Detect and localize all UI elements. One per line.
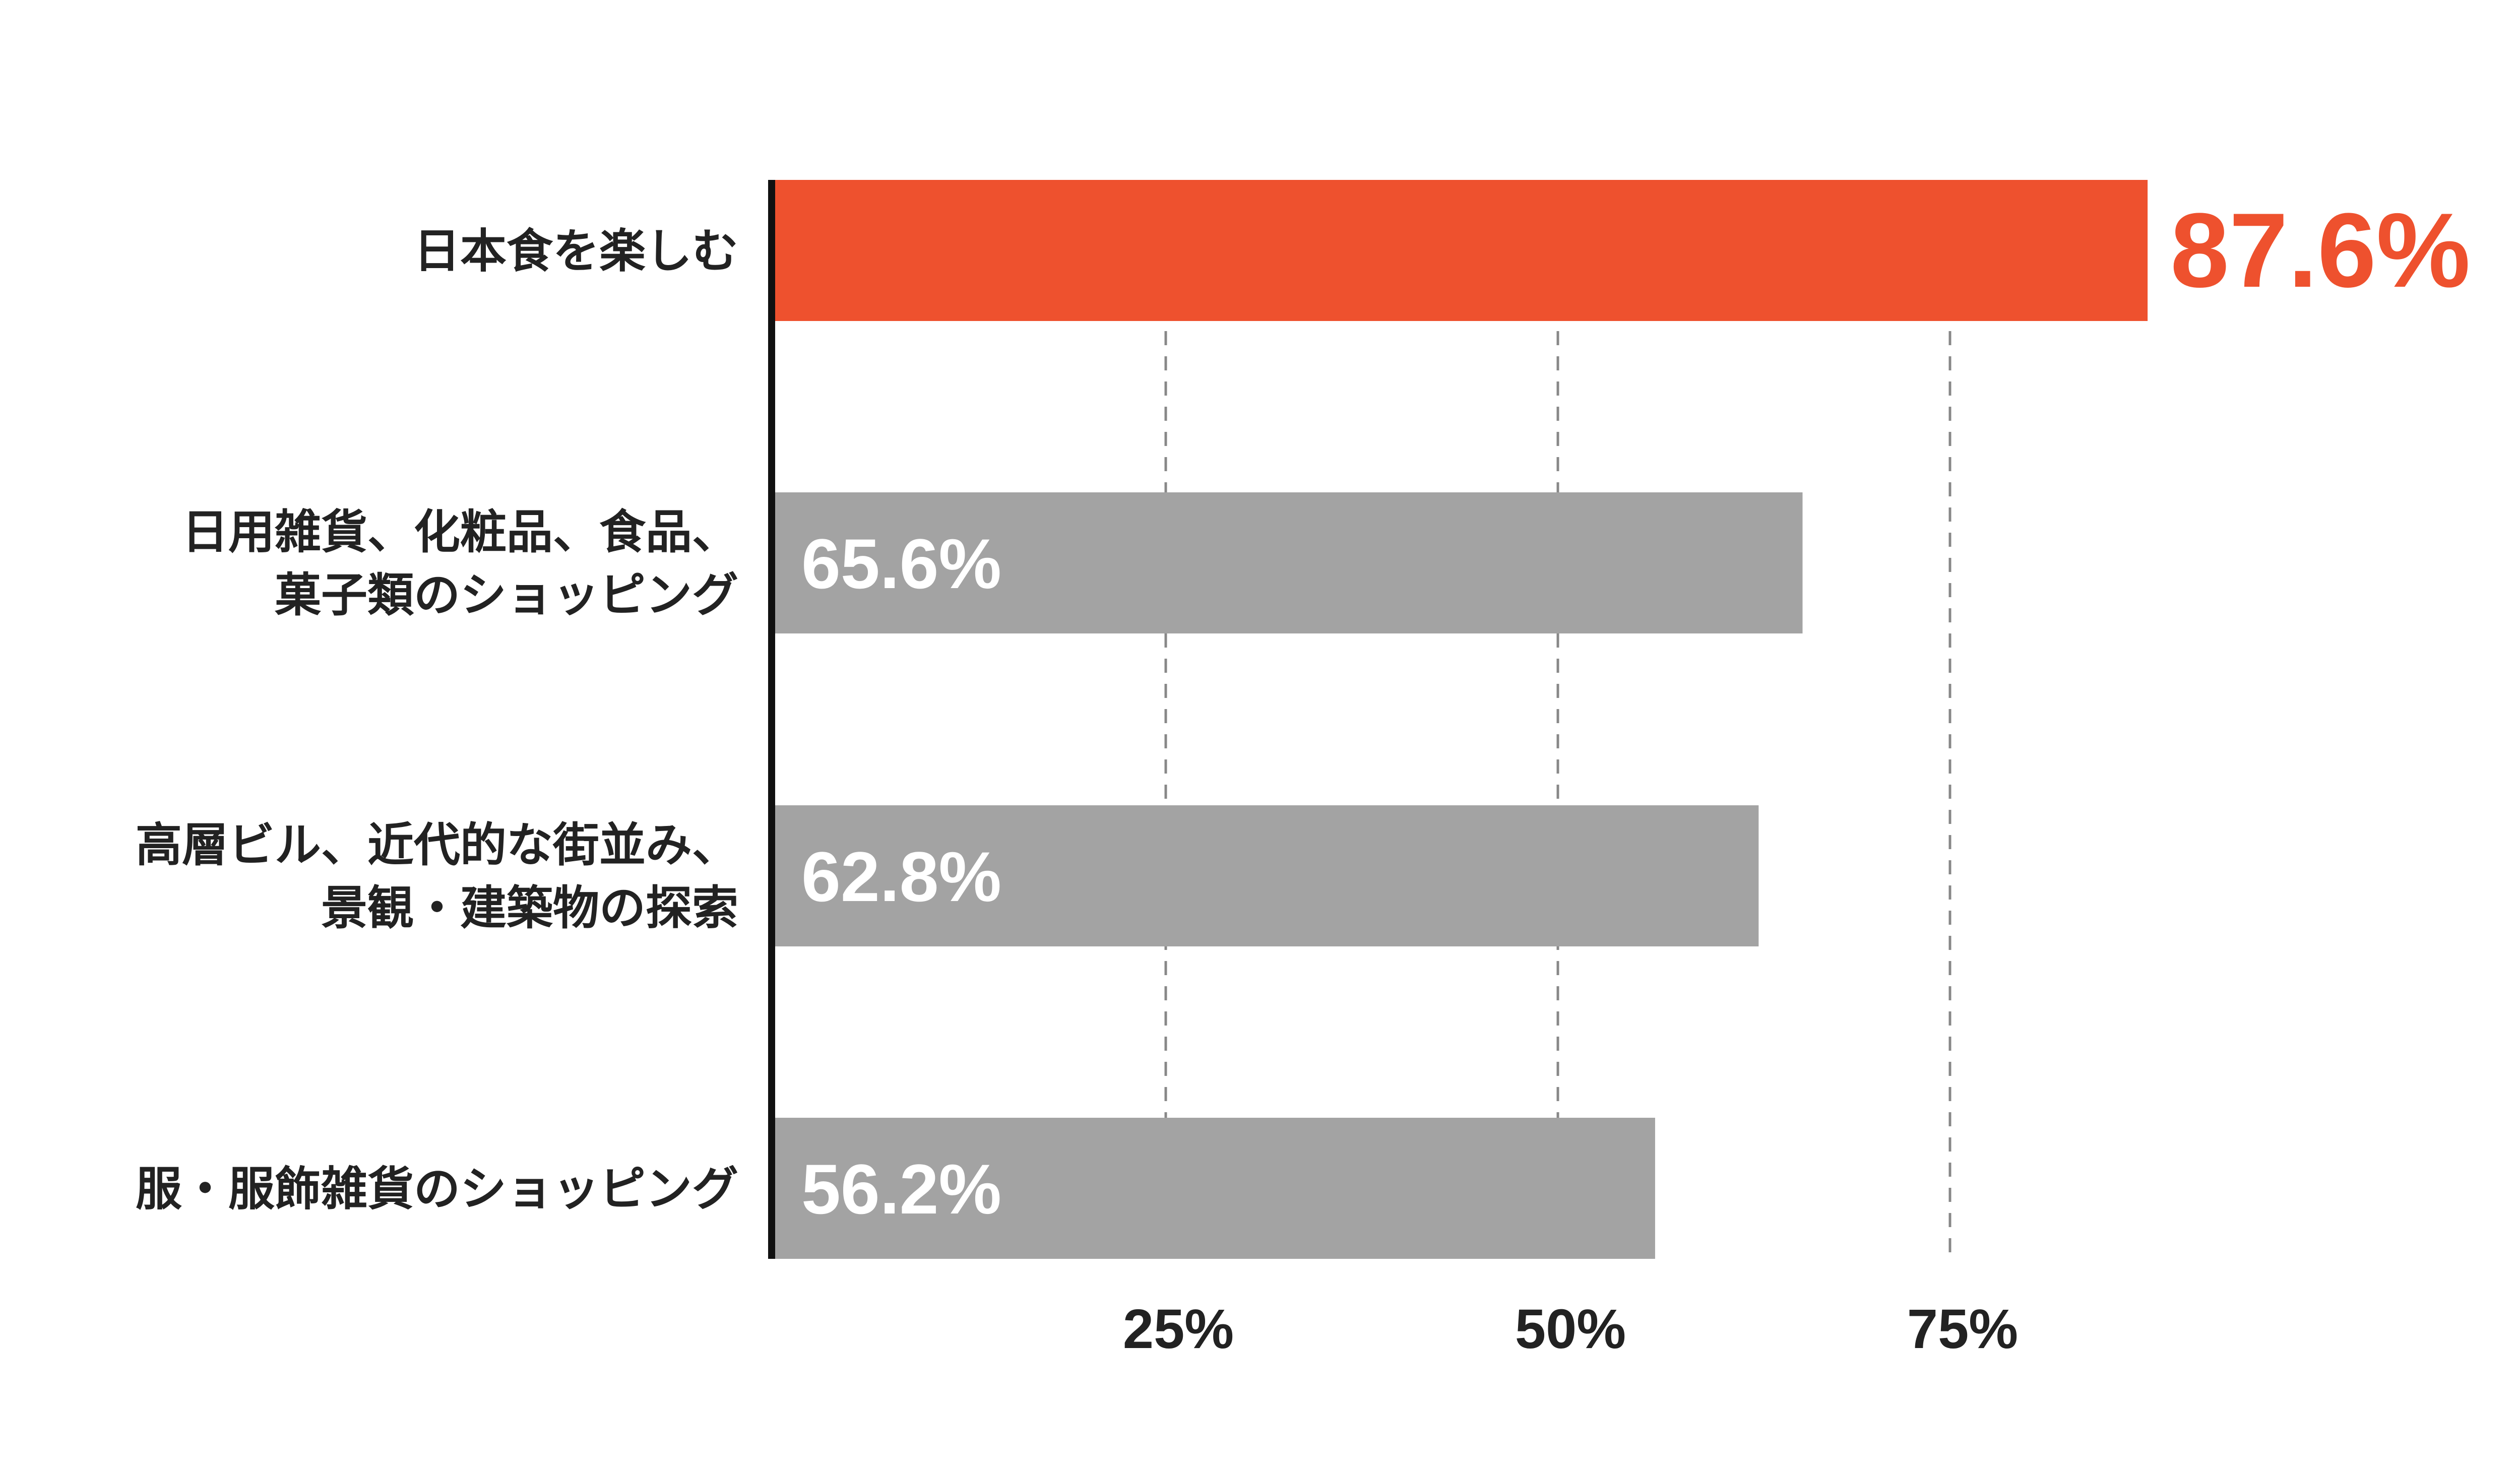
grid-layer (1164, 180, 1951, 1259)
x-tick-label: 50% (1515, 1298, 1626, 1360)
bar (774, 805, 1759, 946)
data-label: 65.6% (801, 524, 1001, 603)
category-label: 服・服飾雑貨のショッピング (136, 1162, 738, 1216)
x-tick-label: 25% (1123, 1298, 1234, 1360)
bar (774, 1118, 1655, 1259)
data-label: 56.2% (801, 1149, 1001, 1229)
category-label: 菓子類のショッピング (275, 568, 738, 622)
labels-layer: 87.6% 日本食を楽しむ 65.6% 日用雑貨、化粧品、食品、菓子類のショッピング 6… (136, 191, 2471, 1229)
x-tick-label: 75% (1907, 1298, 2018, 1360)
bars-layer (774, 180, 2148, 1259)
category-label: 日用雑貨、化粧品、食品、 (182, 505, 738, 559)
x-axis-ticks: 25% 50% 75% (1123, 1298, 2018, 1360)
category-label: 日本食を楽しむ (414, 224, 738, 278)
data-label: 87.6% (2170, 191, 2470, 309)
bar (774, 492, 1803, 633)
category-label: 景観・建築物の探索 (321, 881, 738, 935)
data-label: 62.8% (801, 837, 1001, 916)
bar (774, 180, 2148, 321)
category-label: 高層ビル、近代的な街並み、 (136, 818, 738, 872)
